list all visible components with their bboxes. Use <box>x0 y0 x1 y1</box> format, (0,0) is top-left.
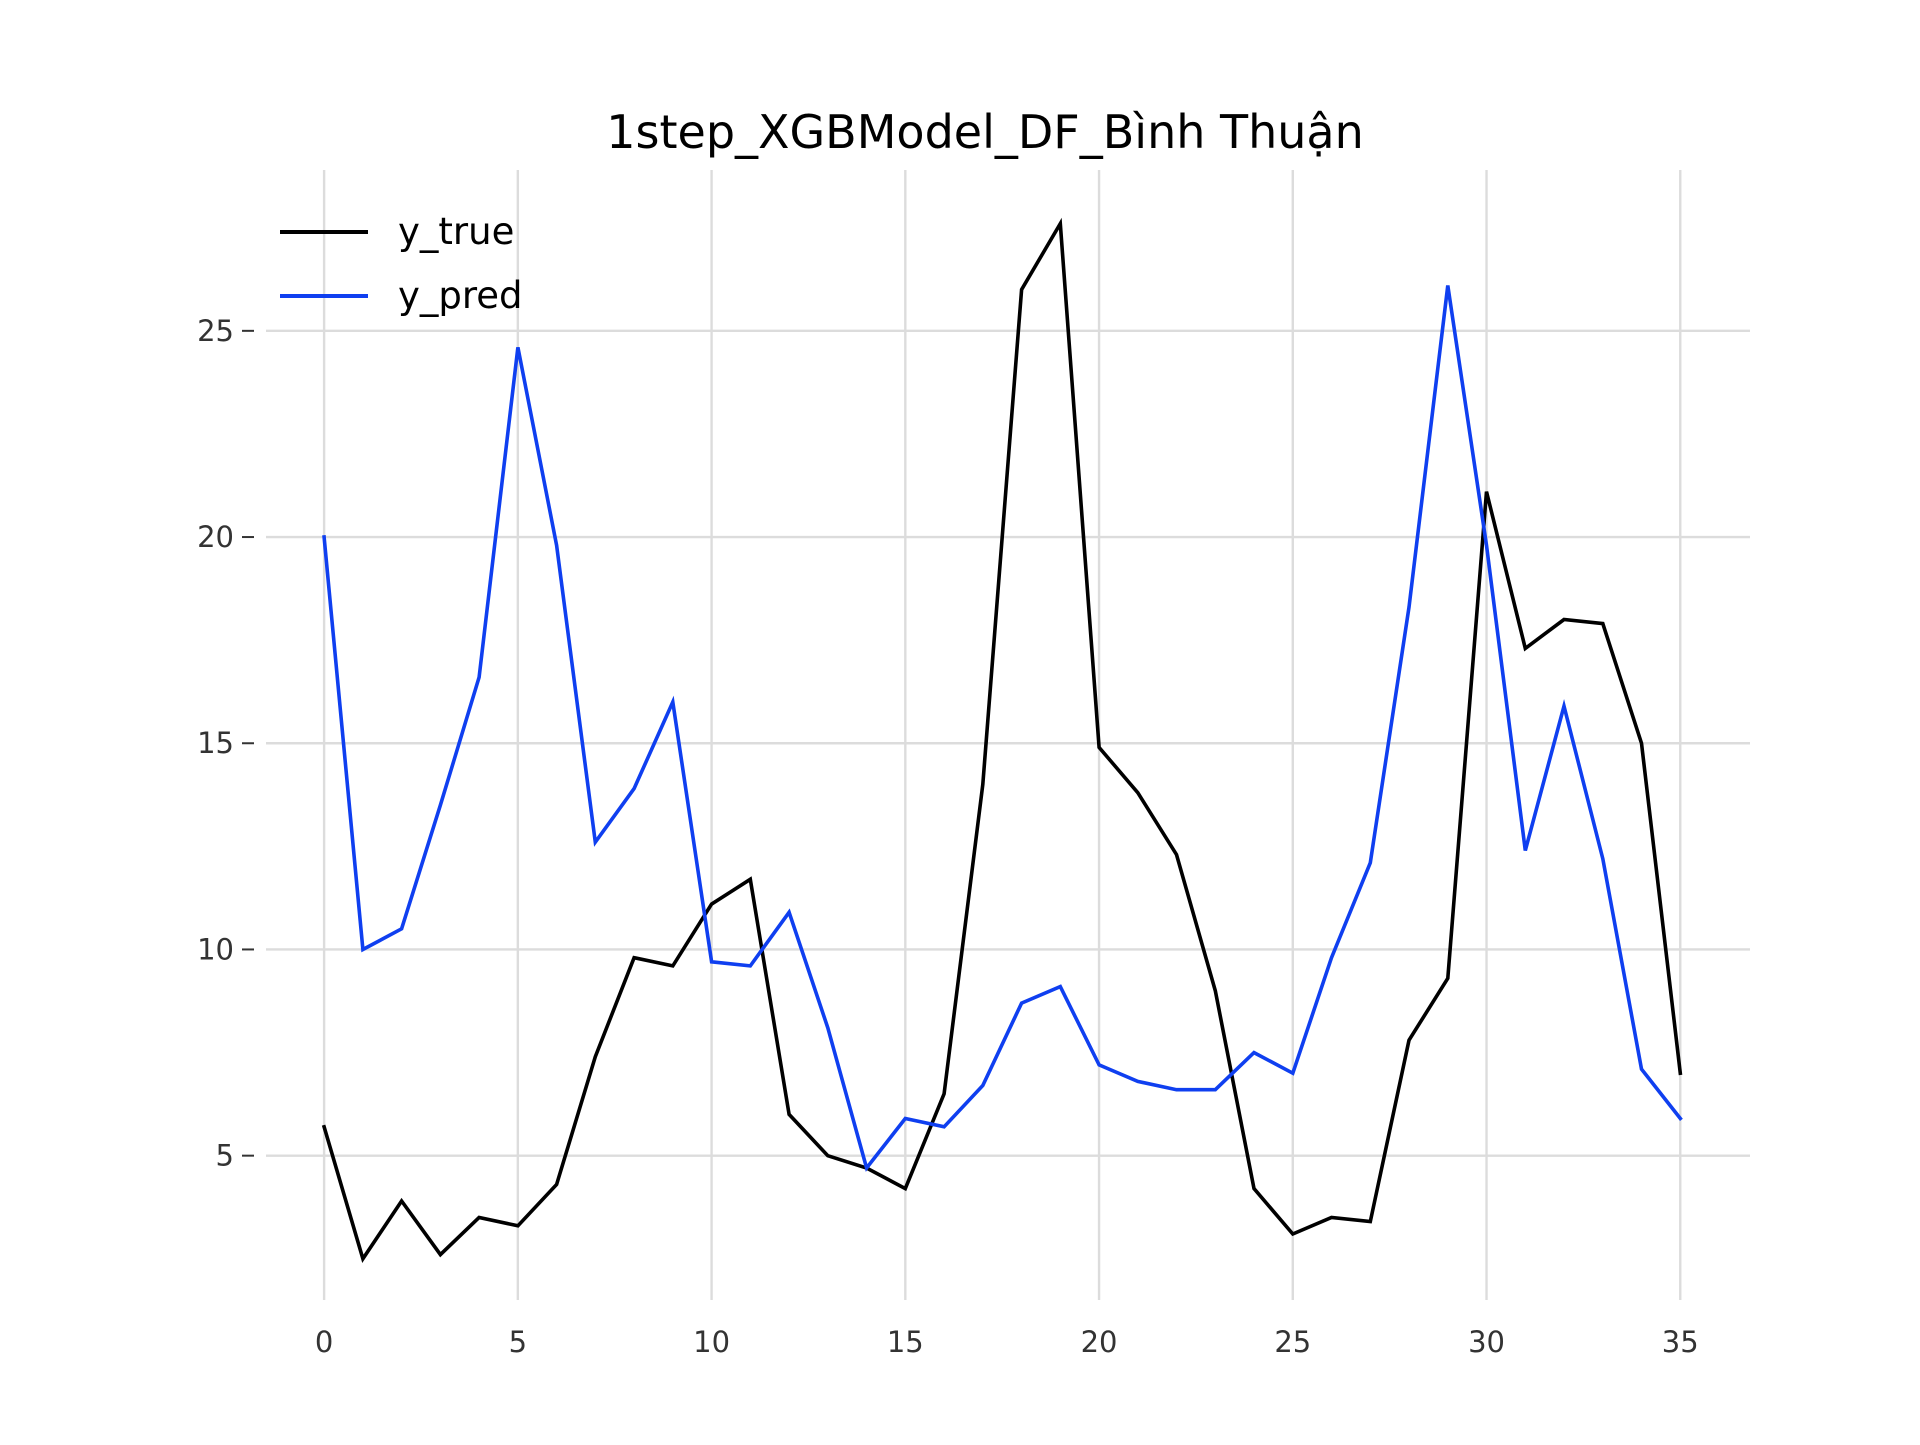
series-lines <box>321 217 1683 1263</box>
grid <box>266 170 1750 1300</box>
x-tick-label: 25 <box>1274 1325 1311 1359</box>
legend: y_true y_pred <box>280 210 523 317</box>
series-line-y-true <box>321 217 1683 1263</box>
y-tick-label: 25 <box>197 314 234 348</box>
x-tick-label: 15 <box>887 1325 924 1359</box>
x-tick-label: 5 <box>509 1325 527 1359</box>
y-tick-label: 10 <box>197 932 234 966</box>
series-line-y-pred <box>322 285 1683 1172</box>
x-tick-label: 35 <box>1662 1325 1699 1359</box>
y-tick-label: 15 <box>197 726 234 760</box>
x-tick-label: 0 <box>315 1325 333 1359</box>
y-tick-label: 5 <box>216 1139 234 1173</box>
y-tick-label: 20 <box>197 520 234 554</box>
legend-label-y-true: y_true <box>398 210 514 253</box>
x-tick-label: 10 <box>693 1325 730 1359</box>
axis-ticks: 0 5 10 15 20 25 30 35 5 10 15 20 25 <box>197 314 1699 1359</box>
x-tick-label: 20 <box>1081 1325 1118 1359</box>
x-tick-label: 30 <box>1468 1325 1505 1359</box>
legend-label-y-pred: y_pred <box>398 274 523 317</box>
chart-title: 1step_XGBModel_DF_Bình Thuận <box>606 105 1364 159</box>
